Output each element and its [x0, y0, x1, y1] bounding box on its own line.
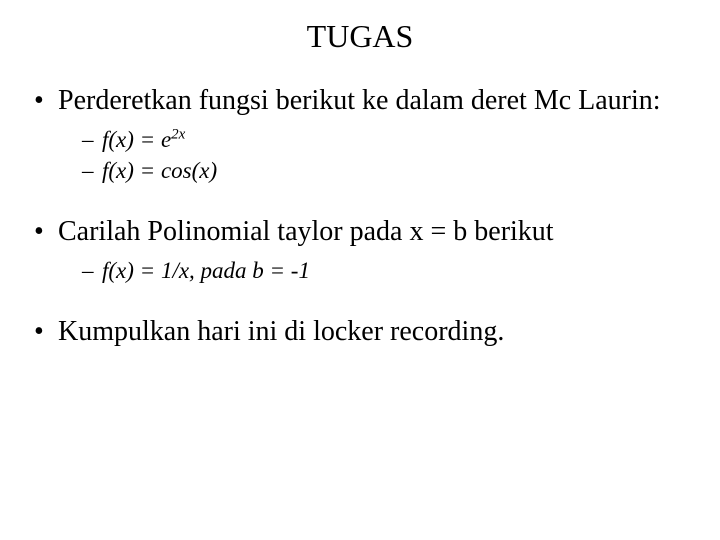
- bullet-2: Carilah Polinomial taylor pada x = b ber…: [28, 214, 692, 286]
- bullet-3-text: Kumpulkan hari ini di locker recording.: [58, 316, 504, 347]
- slide-title: TUGAS: [28, 18, 692, 55]
- b1s1-pre: f(x) = e: [102, 127, 171, 152]
- b1s1-sup: 2x: [171, 126, 185, 142]
- bullet-3: Kumpulkan hari ini di locker recording.: [28, 314, 692, 349]
- bullet-list: Perderetkan fungsi berikut ke dalam dere…: [28, 83, 692, 349]
- bullet-1-sublist: f(x) = e2x f(x) = cos(x): [58, 124, 692, 186]
- bullet-1-text: Perderetkan fungsi berikut ke dalam dere…: [58, 85, 661, 116]
- bullet-2-text: Carilah Polinomial taylor pada x = b ber…: [58, 216, 554, 247]
- bullet-1-sub-2: f(x) = cos(x): [82, 155, 692, 186]
- bullet-1: Perderetkan fungsi berikut ke dalam dere…: [28, 83, 692, 186]
- bullet-1-sub-1: f(x) = e2x: [82, 124, 692, 155]
- bullet-2-sub-1: f(x) = 1/x, pada b = -1: [82, 255, 692, 286]
- bullet-2-sublist: f(x) = 1/x, pada b = -1: [58, 255, 692, 286]
